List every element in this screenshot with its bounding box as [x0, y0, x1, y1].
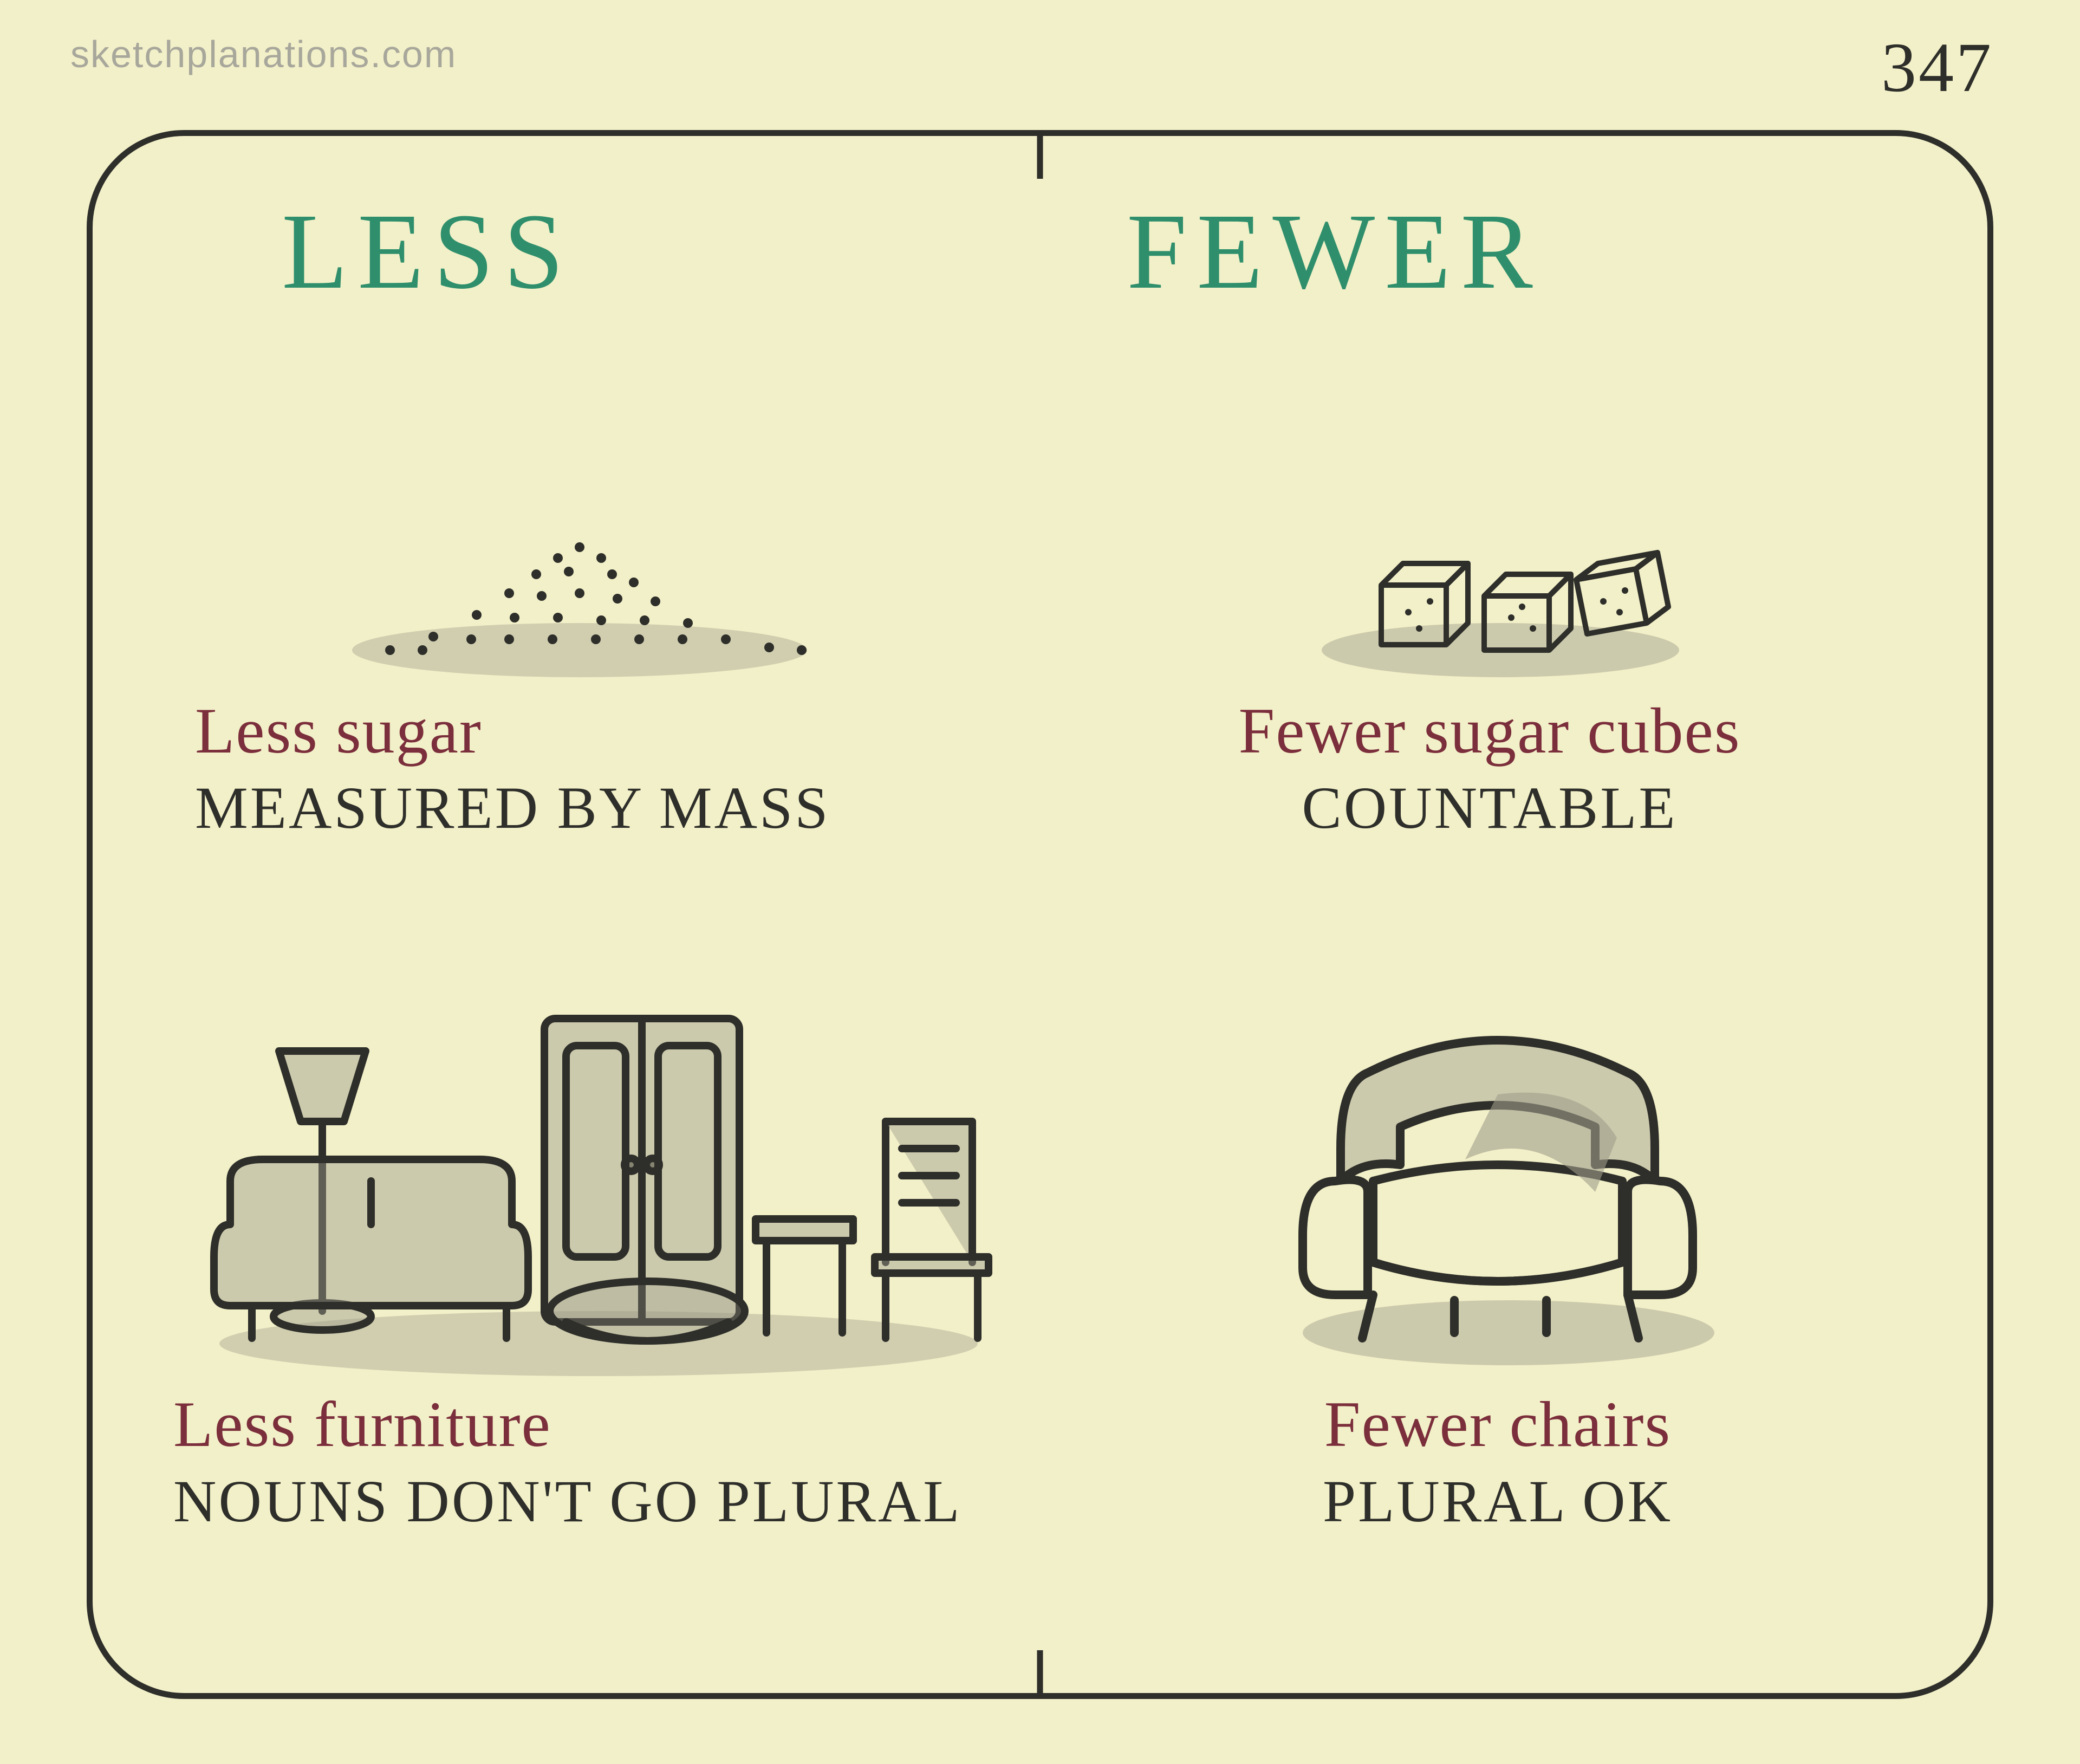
heading-less: LESS	[282, 190, 574, 314]
heading-fewer: FEWER	[1127, 190, 1543, 314]
armchair-icon	[1227, 986, 1769, 1376]
example-label: Fewer chairs	[1105, 1387, 1890, 1462]
cell-fewer-sugar-cubes: Fewer sugar cubes COUNTABLE	[1083, 488, 1896, 842]
rule-label: MEASURED BY MASS	[173, 774, 986, 842]
sugar-cubes-icon	[1246, 488, 1733, 683]
rule-label: NOUNS DON'T GO PLURAL	[152, 1467, 1045, 1536]
cell-fewer-chairs: Fewer chairs PLURAL OK	[1105, 986, 1890, 1536]
example-label: Less furniture	[152, 1387, 1045, 1462]
page-number: 347	[1881, 27, 1993, 108]
sugar-pile-icon	[255, 488, 905, 683]
frame-tick-top	[1037, 130, 1043, 179]
rule-label: PLURAL OK	[1105, 1467, 1890, 1536]
frame-tick-bottom	[1037, 1650, 1043, 1699]
cell-less-sugar: Less sugar MEASURED BY MASS	[173, 488, 986, 842]
rule-label: COUNTABLE	[1083, 774, 1896, 842]
example-label: Fewer sugar cubes	[1083, 693, 1896, 768]
cell-less-furniture: Less furniture NOUNS DON'T GO PLURAL	[152, 986, 1045, 1536]
furniture-icon	[165, 986, 1032, 1376]
watermark-text: sketchplanations.com	[70, 33, 457, 76]
sketch-card: sketchplanations.com 347 LESS FEWER Less…	[0, 0, 2080, 1764]
example-label: Less sugar	[173, 693, 986, 768]
